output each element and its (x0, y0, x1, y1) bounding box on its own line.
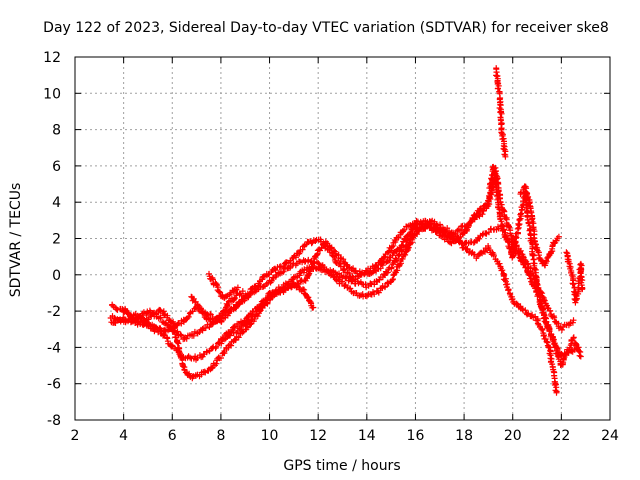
x-tick-label: 18 (455, 428, 473, 444)
x-tick-label: 4 (119, 428, 128, 444)
x-tick-label: 16 (407, 428, 425, 444)
y-tick-label: 0 (52, 268, 61, 284)
y-tick-label: 2 (52, 232, 61, 248)
series-arc-9 (517, 183, 562, 269)
x-tick-label: 10 (261, 428, 279, 444)
x-tick-label: 6 (168, 428, 177, 444)
y-tick-labels: -8 -6 -4 -2 0 2 4 6 8 10 12 (43, 50, 61, 429)
series-arc-3 (108, 217, 560, 396)
y-tick-label: -8 (47, 413, 61, 429)
y-tick-label: 6 (52, 159, 61, 175)
data-marks (107, 65, 586, 396)
y-tick-label: 12 (43, 50, 61, 66)
plus-marker-trace (563, 249, 586, 306)
x-tick-labels: 2 4 6 8 10 12 14 16 18 20 22 24 (71, 428, 619, 444)
series-arc-7 (188, 288, 246, 326)
y-axis-title: SDTVAR / TECUs (8, 183, 24, 298)
x-tick-label: 2 (71, 428, 80, 444)
y-tick-label: -6 (47, 377, 61, 393)
series-arc-6 (206, 270, 241, 301)
y-tick-label: 4 (52, 195, 61, 211)
x-tick-label: 20 (504, 428, 522, 444)
y-tick-label: -4 (47, 340, 61, 356)
x-tick-label: 24 (601, 428, 619, 444)
y-tick-label: -2 (47, 304, 61, 320)
axis-ticks (74, 56, 611, 421)
x-tick-label: 22 (552, 428, 570, 444)
plus-marker-trace (108, 217, 560, 396)
series-arc-5 (218, 280, 317, 342)
x-tick-label: 8 (216, 428, 225, 444)
plus-marker-trace (109, 164, 577, 343)
grid (75, 57, 610, 420)
plus-marker-trace (206, 270, 241, 301)
plus-marker-trace (517, 183, 562, 269)
plus-marker-trace (493, 65, 509, 160)
y-tick-label: 8 (52, 123, 61, 139)
x-tick-label: 14 (358, 428, 376, 444)
series-arc-8 (493, 65, 509, 160)
plus-marker-trace (188, 288, 246, 326)
chart-title: Day 122 of 2023, Sidereal Day-to-day VTE… (43, 20, 609, 36)
series-arc-2 (109, 164, 577, 343)
x-axis-title: GPS time / hours (283, 458, 400, 474)
series-arc-10 (563, 249, 586, 306)
plus-marker-trace (218, 280, 317, 342)
y-tick-label: 10 (43, 86, 61, 102)
x-tick-label: 12 (309, 428, 327, 444)
